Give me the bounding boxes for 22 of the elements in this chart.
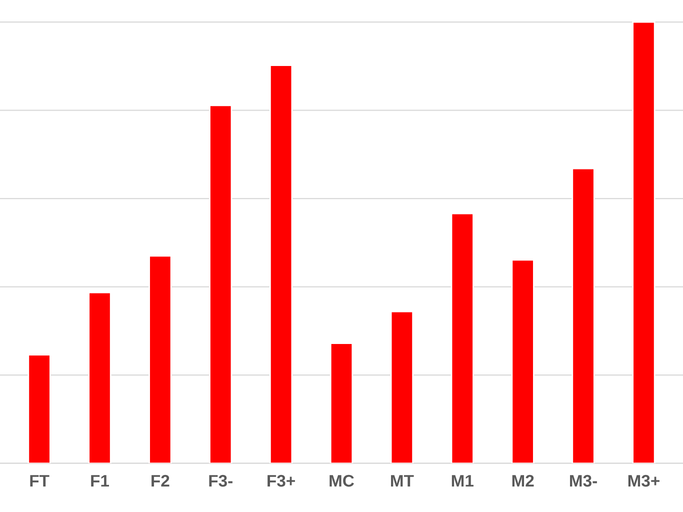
x-tick-label: F1 [91,475,109,487]
bar [148,255,172,464]
x-tick-label: F3+ [268,474,295,487]
bar [209,104,232,464]
x-tick-label: F2 [152,474,170,487]
bar [390,310,414,464]
x-tick-label: F3- [209,474,232,487]
x-tick-label: MT [391,475,414,487]
x-tick-label: FT [30,475,50,487]
bar [450,212,474,464]
bar [572,168,595,464]
x-tick-label: MC [330,474,354,487]
bar [511,259,534,464]
bar [330,342,354,464]
x-tick-label: M3+ [628,474,660,487]
bar [88,292,112,464]
bar [269,64,293,464]
x-tick-label: M1 [452,475,474,487]
bar [632,21,656,464]
x-tick-label: M2 [512,474,534,487]
bar [28,354,51,464]
x-tick-label: M3- [570,474,597,487]
